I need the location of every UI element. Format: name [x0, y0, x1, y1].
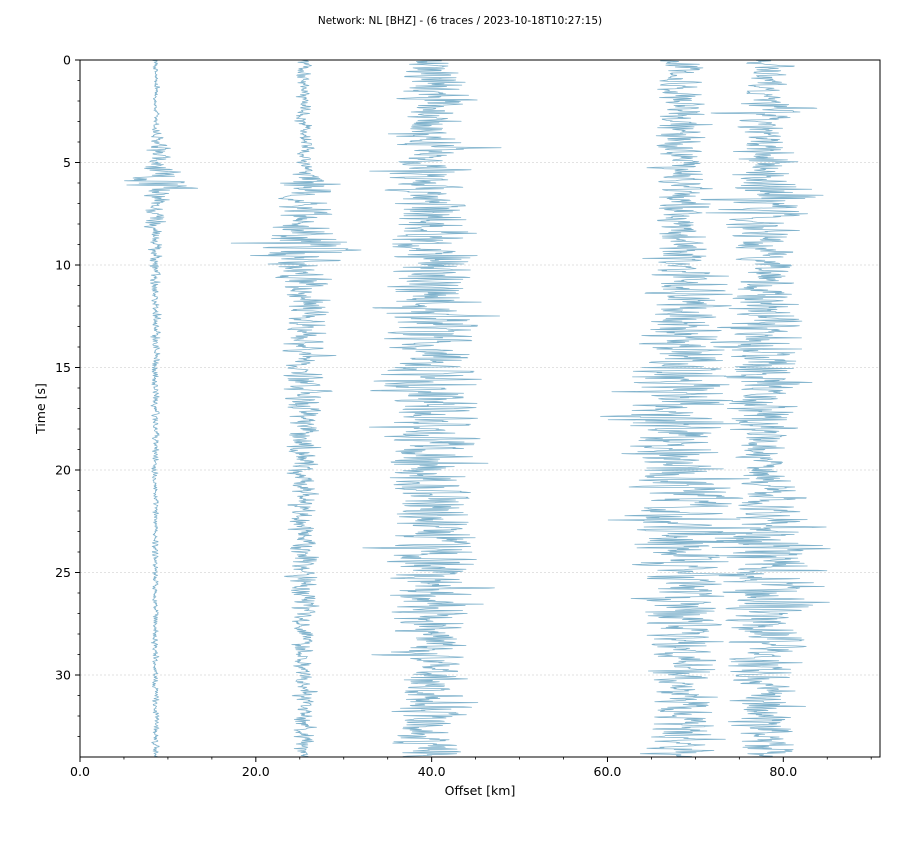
seismic-traces: [124, 59, 831, 758]
y-tick-label: 15: [55, 360, 71, 375]
y-tick-label: 20: [55, 463, 71, 478]
y-tick-label: 10: [55, 258, 71, 273]
seismic-trace: [674, 59, 831, 758]
x-tick-label: 60.0: [594, 764, 622, 779]
seismic-trace: [124, 59, 199, 758]
y-tick-label: 0: [63, 53, 71, 68]
y-tick-label: 25: [55, 565, 71, 580]
y-tick-label: 5: [63, 155, 71, 170]
y-gridlines: [80, 162, 880, 676]
x-tick-label: 40.0: [418, 764, 446, 779]
x-axis-label: Offset [km]: [445, 783, 516, 798]
x-tick-label: 20.0: [242, 764, 270, 779]
chart-title: Network: NL [BHZ] - (6 traces / 2023-10-…: [318, 15, 602, 27]
axis-ticks: 0 5 10 15 20 25 30 0.0 20.0 40.0 60.0 80.0: [55, 53, 872, 779]
seismic-trace: [362, 59, 502, 758]
seismic-trace: [230, 59, 362, 758]
x-tick-label: 0.0: [70, 764, 90, 779]
y-axis-label: Time [s]: [33, 383, 48, 435]
seismic-trace: [600, 59, 761, 758]
y-tick-label: 30: [55, 668, 71, 683]
x-tick-label: 80.0: [769, 764, 797, 779]
